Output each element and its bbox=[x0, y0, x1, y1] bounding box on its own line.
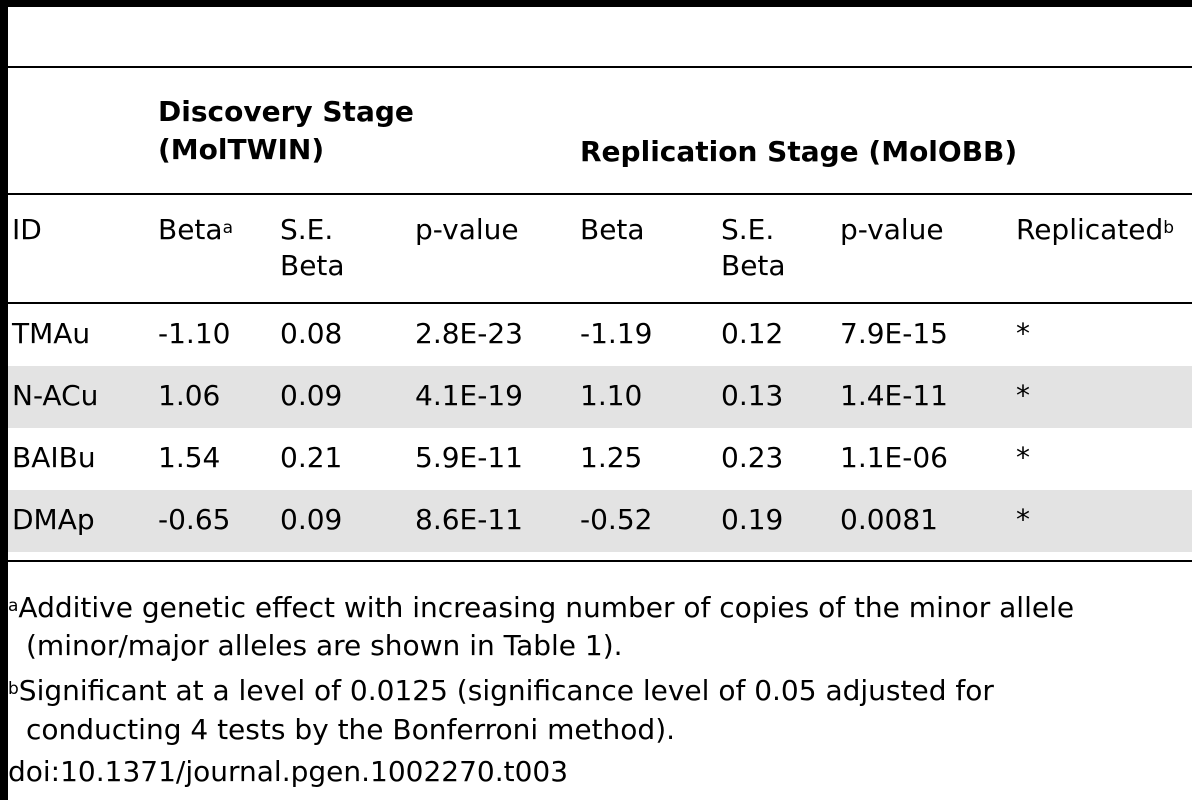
cell-se-replication: 0.19 bbox=[721, 503, 784, 536]
cell-pvalue-discovery: 2.8E-23 bbox=[415, 317, 523, 350]
col-header-id: ID bbox=[12, 213, 42, 246]
cell-pvalue-discovery: 8.6E-11 bbox=[415, 503, 523, 536]
cell-pvalue-replication: 7.9E-15 bbox=[840, 317, 948, 350]
left-border bbox=[0, 0, 8, 800]
cell-beta-replication: 1.10 bbox=[580, 379, 643, 412]
footnote-mark-b: b bbox=[1163, 218, 1175, 238]
cell-replicated: * bbox=[1016, 503, 1030, 536]
cell-beta-discovery: 1.06 bbox=[158, 379, 221, 412]
row-band-4 bbox=[8, 490, 1192, 552]
cell-pvalue-replication: 0.0081 bbox=[840, 503, 938, 536]
footnote-b-line2: conducting 4 tests by the Bonferroni met… bbox=[26, 713, 676, 746]
footnote-mark-a: a bbox=[222, 218, 233, 238]
footnote-a-line1: aAdditive genetic effect with increasing… bbox=[8, 591, 1075, 624]
cell-pvalue-discovery: 5.9E-11 bbox=[415, 441, 523, 474]
top-rule bbox=[0, 0, 1192, 7]
doi-link: doi:10.1371/journal.pgen.1002270.t003 bbox=[8, 755, 569, 788]
col-header-se-discovery: S.E. Beta bbox=[280, 213, 345, 282]
cell-beta-replication: -1.19 bbox=[580, 317, 653, 350]
cell-id: DMAp bbox=[12, 503, 95, 536]
cell-beta-replication: 1.25 bbox=[580, 441, 643, 474]
cell-replicated: * bbox=[1016, 441, 1030, 474]
discovery-stage-cohort: (MolTWIN) bbox=[158, 133, 325, 166]
cell-id: BAIBu bbox=[12, 441, 96, 474]
discovery-stage-title: Discovery Stage bbox=[158, 95, 414, 128]
cell-pvalue-replication: 1.4E-11 bbox=[840, 379, 948, 412]
col-header-pvalue-replication: p-value bbox=[840, 213, 944, 246]
replication-stage-header: Replication Stage (MolOBB) bbox=[580, 133, 1017, 171]
cell-beta-replication: -0.52 bbox=[580, 503, 653, 536]
header-top-rule bbox=[8, 66, 1192, 68]
col-header-pvalue-discovery: p-value bbox=[415, 213, 519, 246]
cell-beta-discovery: -0.65 bbox=[158, 503, 231, 536]
col-header-beta-replication: Beta bbox=[580, 213, 645, 246]
group-header-rule bbox=[8, 193, 1192, 195]
cell-pvalue-discovery: 4.1E-19 bbox=[415, 379, 523, 412]
cell-id: N-ACu bbox=[12, 379, 99, 412]
cell-se-replication: 0.12 bbox=[721, 317, 784, 350]
cell-se-replication: 0.13 bbox=[721, 379, 784, 412]
footnote-a-line2: (minor/major alleles are shown in Table … bbox=[26, 629, 623, 662]
cell-beta-discovery: -1.10 bbox=[158, 317, 231, 350]
cell-pvalue-replication: 1.1E-06 bbox=[840, 441, 948, 474]
cell-id: TMAu bbox=[12, 317, 91, 350]
cell-se-discovery: 0.21 bbox=[280, 441, 343, 474]
cell-beta-discovery: 1.54 bbox=[158, 441, 221, 474]
col-header-replicated: Replicatedb bbox=[1016, 213, 1175, 246]
discovery-stage-header: Discovery Stage (MolTWIN) bbox=[158, 93, 414, 169]
cell-se-discovery: 0.09 bbox=[280, 503, 343, 536]
cell-se-discovery: 0.09 bbox=[280, 379, 343, 412]
column-header-rule bbox=[8, 302, 1192, 304]
table-bottom-rule bbox=[8, 560, 1192, 562]
col-header-beta-discovery: Betaa bbox=[158, 213, 233, 246]
cell-replicated: * bbox=[1016, 379, 1030, 412]
replication-stage-title: Replication Stage (MolOBB) bbox=[580, 135, 1018, 168]
cell-se-discovery: 0.08 bbox=[280, 317, 343, 350]
cell-replicated: * bbox=[1016, 317, 1030, 350]
col-header-se-replication: S.E. Beta bbox=[721, 213, 786, 282]
row-band-2 bbox=[8, 366, 1192, 428]
cell-se-replication: 0.23 bbox=[721, 441, 784, 474]
footnote-b-line1: bSignificant at a level of 0.0125 (signi… bbox=[8, 674, 994, 707]
